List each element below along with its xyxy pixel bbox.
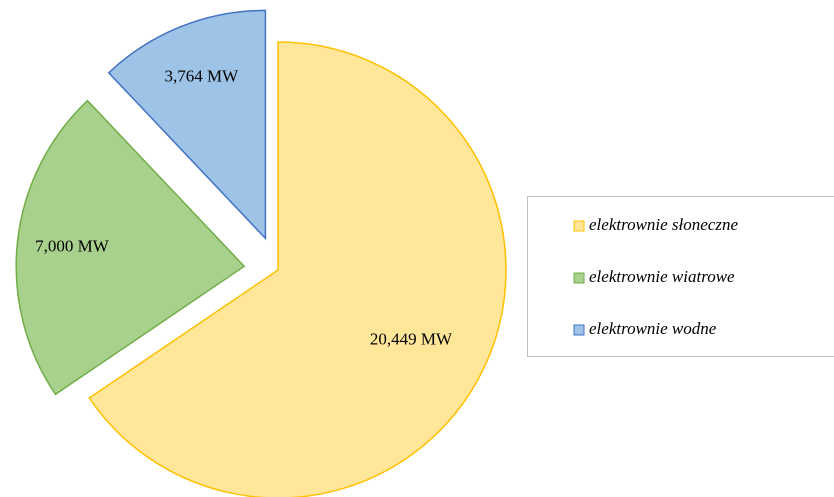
data-label: 20,449 MW — [370, 329, 453, 348]
legend-swatch — [573, 220, 585, 232]
pie-slice — [15, 99, 246, 396]
legend-swatch — [573, 324, 585, 336]
legend-swatch — [573, 272, 585, 284]
data-label: 7,000 MW — [35, 236, 110, 255]
legend-label: elektrownie wiatrowe — [589, 267, 735, 286]
data-label: 3,764 MW — [165, 66, 240, 85]
pie-slice — [88, 41, 507, 497]
pie-slice — [107, 9, 267, 241]
legend-label: elektrownie słoneczne — [589, 215, 738, 234]
legend-label: elektrownie wodne — [589, 319, 717, 338]
